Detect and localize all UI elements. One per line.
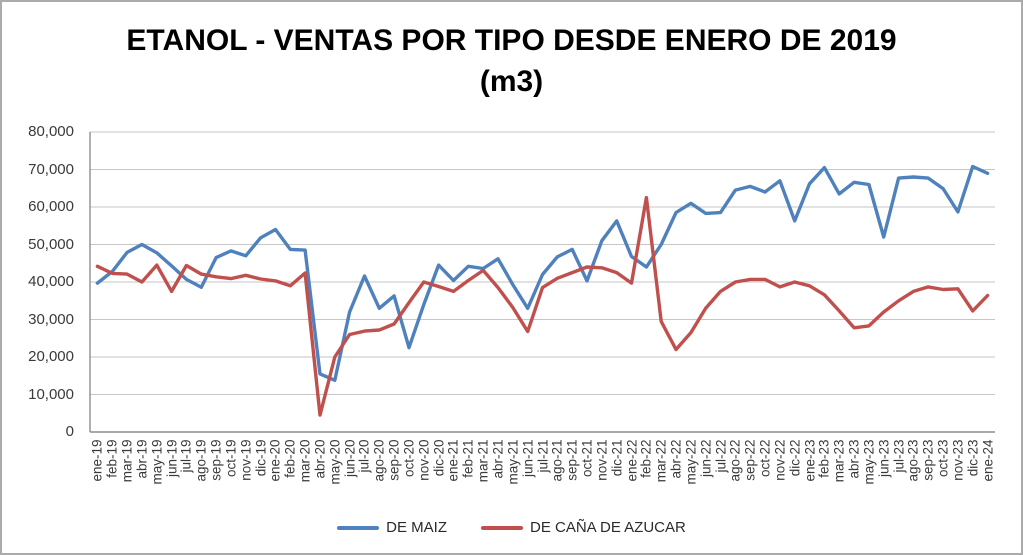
chart-title-line1: ETANOL - VENTAS POR TIPO DESDE ENERO DE …	[126, 24, 897, 57]
y-tick-label: 40,000	[28, 273, 74, 290]
x-tick-label: mar-21	[475, 439, 491, 482]
x-tick-label: mar-23	[831, 439, 847, 482]
x-tick-label: dic-20	[431, 439, 447, 476]
x-tick-label: jul-19	[178, 439, 194, 473]
x-tick-label: feb-21	[460, 439, 476, 478]
x-tick-label: sep-21	[564, 439, 580, 481]
x-tick-label: dic-21	[609, 439, 625, 476]
x-tick-label: oct-23	[935, 439, 951, 477]
x-tick-label: oct-20	[401, 439, 417, 477]
x-tick-label: dic-19	[253, 439, 269, 476]
x-tick-label: nov-23	[950, 439, 966, 481]
x-tick-label: jul-20	[356, 439, 372, 473]
x-tick-label: ago-23	[905, 439, 921, 482]
y-tick-label: 70,000	[28, 160, 74, 178]
series-line-de-cana-de-azucar	[95, 195, 990, 417]
x-tick-label: ene-20	[267, 439, 283, 482]
x-tick-label: nov-22	[772, 439, 788, 481]
x-tick-label: may-20	[327, 439, 343, 485]
x-tick-label: mar-20	[297, 439, 313, 482]
x-tick-label: dic-23	[965, 439, 981, 476]
legend-swatch-de-maiz	[337, 525, 380, 530]
x-tick-label: may-22	[683, 439, 699, 485]
x-tick-label: sep-22	[742, 439, 758, 481]
x-tick-label: feb-23	[816, 439, 832, 478]
chart-title: ETANOL - VENTAS POR TIPO DESDE ENERO DE …	[2, 20, 1021, 102]
y-tick-label: 20,000	[28, 348, 74, 365]
x-tick-label: feb-19	[104, 439, 120, 478]
x-tick-label: may-23	[861, 439, 877, 485]
y-tick-label: 60,000	[28, 198, 74, 215]
x-tick-label: dic-22	[787, 439, 803, 476]
x-tick-label: sep-23	[920, 439, 936, 481]
x-tick-label: jul-22	[713, 439, 729, 473]
x-tick-label: ago-21	[549, 439, 565, 482]
x-tick-label: jun-23	[876, 439, 892, 477]
x-tick-label: jul-23	[891, 439, 907, 473]
y-tick-label: 80,000	[28, 123, 74, 140]
x-tick-label: mar-19	[119, 439, 135, 482]
x-tick-label: jun-22	[698, 439, 714, 477]
x-tick-label: ene-22	[624, 439, 640, 482]
chart-title-line2: (m3)	[479, 65, 544, 98]
x-tick-label: jun-19	[164, 439, 180, 477]
x-tick-label: abr-22	[668, 439, 684, 479]
x-tick-label: nov-21	[594, 439, 610, 481]
legend-item-de-cana: DE CAÑA DE AZUCAR	[480, 519, 686, 536]
x-tick-label: ene-21	[445, 439, 461, 482]
x-tick-label: ene-19	[89, 439, 105, 482]
x-tick-label: ene-24	[980, 439, 996, 482]
x-tick-label: may-21	[505, 439, 521, 485]
x-tick-label: may-19	[149, 439, 165, 485]
x-tick-label: jun-21	[520, 439, 536, 477]
x-tick-label: nov-20	[416, 439, 432, 481]
x-tick-label: oct-19	[223, 439, 239, 477]
x-tick-label: jun-20	[342, 439, 358, 477]
x-tick-label: abr-21	[490, 439, 506, 479]
y-tick-label: 30,000	[28, 310, 74, 328]
x-tick-label: feb-20	[282, 439, 298, 478]
y-tick-label: 50,000	[28, 235, 74, 253]
x-tick-label: sep-20	[386, 439, 402, 481]
x-tick-label: abr-23	[846, 439, 862, 479]
x-tick-label: feb-22	[638, 439, 654, 478]
x-tick-label: mar-22	[653, 439, 669, 482]
x-tick-label: ago-22	[727, 439, 743, 482]
legend: DE MAIZ DE CAÑA DE AZUCAR	[2, 519, 1021, 536]
x-tick-label: jul-21	[535, 439, 550, 473]
x-tick-label: abr-20	[312, 439, 328, 479]
legend-label-de-cana: DE CAÑA DE AZUCAR	[529, 519, 686, 536]
legend-item-de-maiz: DE MAIZ	[337, 519, 447, 536]
y-tick-label: 0	[65, 423, 74, 440]
x-tick-label: oct-22	[757, 439, 773, 477]
x-tick-label: ene-23	[802, 439, 818, 482]
y-tick-label: 10,000	[28, 385, 74, 403]
x-tick-label: sep-19	[208, 439, 224, 481]
x-tick-label: ago-20	[371, 439, 387, 482]
x-tick-label: ago-19	[193, 439, 209, 482]
x-tick-label: oct-21	[579, 439, 595, 477]
legend-swatch-de-cana	[480, 525, 523, 530]
legend-label-de-maiz: DE MAIZ	[386, 519, 447, 536]
x-tick-label: nov-19	[238, 439, 254, 481]
x-tick-label: abr-19	[134, 439, 150, 479]
series-line-de-maiz	[95, 164, 990, 382]
